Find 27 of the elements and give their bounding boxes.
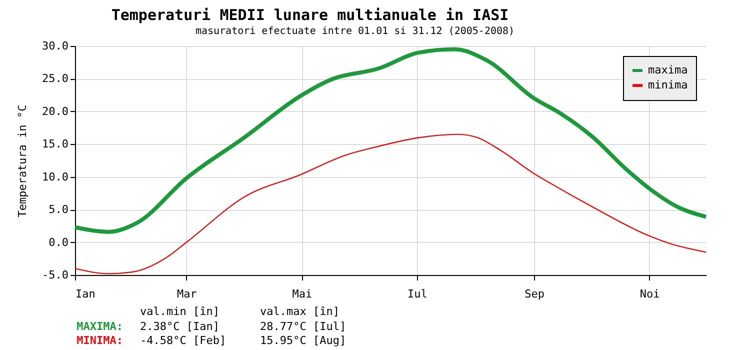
chart-subtitle: masuratori efectuate intre 01.01 si 31.12 (2005-2008) — [195, 26, 515, 37]
y-tick-label: 25.0 — [42, 72, 68, 86]
x-tick-label: Noi — [640, 288, 660, 300]
y-tick-label: -5.0 — [42, 268, 68, 282]
legend-label: minima — [648, 78, 688, 92]
x-tick-label: Mai — [292, 288, 312, 300]
text: MAXIMA: — [76, 320, 123, 333]
x-tick-label: Ian — [76, 288, 96, 300]
text: MINIMA: — [76, 334, 123, 347]
legend-label: maxima — [648, 64, 688, 76]
y-tick-label: 10.0 — [42, 170, 68, 184]
y-tick-label: 30.0 — [42, 40, 68, 52]
text: 2.38°C [Ian] — [140, 320, 220, 333]
x-tick-label: Iul — [408, 288, 428, 300]
y-axis-title: Temperatura in °C — [16, 104, 30, 218]
x-tick-label: Sep — [524, 288, 545, 300]
text: -4.58°C [Feb] — [140, 334, 226, 347]
y-tick-label: 15.0 — [42, 138, 68, 151]
y-tick-label: 20.0 — [42, 104, 68, 118]
text: val.max [în] — [260, 305, 340, 318]
y-tick-label: 0.0 — [48, 236, 68, 249]
text: 28.77°C [Iul] — [260, 320, 346, 333]
text: val.min [în] — [140, 305, 220, 318]
x-tick-label: Mar — [177, 288, 198, 300]
y-tick-label: 5.0 — [48, 203, 68, 216]
chart-title: Temperaturi MEDII lunare multianuale in IASI — [111, 6, 509, 24]
text: 15.95°C [Aug] — [260, 334, 346, 347]
